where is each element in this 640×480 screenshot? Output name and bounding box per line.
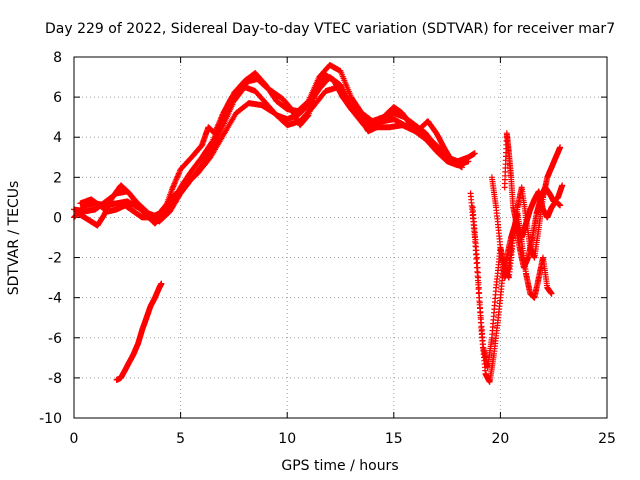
chart-title: Day 229 of 2022, Sidereal Day-to-day VTE… xyxy=(45,21,615,37)
y-tick-label: 8 xyxy=(53,50,62,66)
plot-frame xyxy=(73,56,608,419)
data-points xyxy=(71,62,566,385)
x-tick-label: 10 xyxy=(278,431,296,447)
plus-markers xyxy=(113,280,165,383)
series-track-9 xyxy=(113,280,165,383)
x-tick-label: 15 xyxy=(385,431,403,447)
x-axis-label: GPS time / hours xyxy=(281,458,398,474)
x-tick-label: 20 xyxy=(491,431,509,447)
x-tick-label: 25 xyxy=(598,431,616,447)
plus-markers xyxy=(501,130,564,241)
plus-markers xyxy=(75,72,457,229)
y-tick-label: 2 xyxy=(53,170,62,186)
y-tick-label: 4 xyxy=(53,130,62,146)
y-tick-label: -4 xyxy=(48,291,62,307)
y-tick-label: -10 xyxy=(39,411,62,427)
x-tick-label: 0 xyxy=(70,431,79,447)
y-tick-label: 0 xyxy=(53,210,62,226)
y-tick-label: 6 xyxy=(53,90,62,106)
gridlines xyxy=(74,57,607,418)
axis-ticks: 0 5 10 15 20 25 -10 -8 -6 -4 -2 0 2 4 6 8 xyxy=(39,50,616,447)
y-tick-label: -8 xyxy=(48,371,62,387)
series-track-4 xyxy=(75,72,457,229)
y-tick-label: -6 xyxy=(48,331,62,347)
x-tick-label: 5 xyxy=(176,431,185,447)
series-track-8 xyxy=(501,130,564,241)
y-axis-label: SDTVAR / TECUs xyxy=(6,181,22,296)
y-tick-label: -2 xyxy=(48,251,62,267)
